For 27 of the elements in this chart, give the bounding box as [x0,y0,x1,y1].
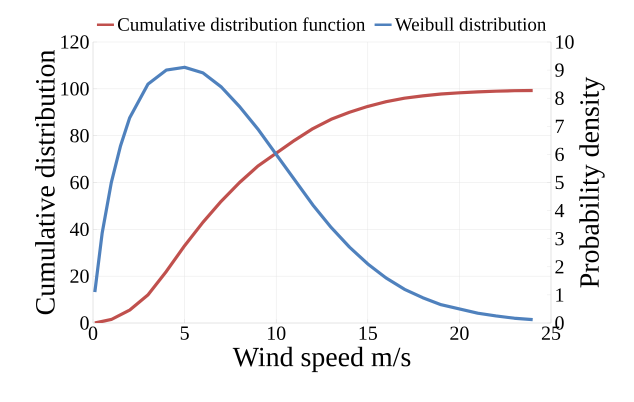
y2-tick-label: 8 [555,91,564,105]
y2-tick-label: 3 [555,232,564,246]
y2-axis-title: Probability density [579,76,605,288]
legend-label: Cumulative distribution function [118,17,366,31]
y-tick-label: 100 [61,82,89,96]
x-tick-label: 5 [180,326,189,340]
y2-tick-label: 7 [556,120,564,133]
y-tick-label: 40 [70,222,89,236]
x-axis-title: Wind speed m/s [232,346,410,372]
legend-label: Weibull distribution [394,17,546,31]
y-axis-title: Cumulative distribution [35,50,55,314]
y2-tick-label: 6 [555,148,564,162]
x-tick-label: 10 [268,326,286,340]
y2-tick-label: 5 [556,176,564,190]
y2-tick-label: 10 [556,35,574,49]
x-tick-label: 0 [88,326,98,340]
x-tick-label: 15 [360,326,377,340]
y2-tick-label: 9 [555,63,564,77]
y-tick-label: 20 [70,269,89,283]
y-tick-label: 80 [70,128,89,142]
y-tick-label: 60 [70,176,89,190]
y2-tick-label: 4 [554,204,564,218]
y2-tick-label: 2 [555,260,564,274]
x-tick-label: 20 [450,326,469,340]
y2-tick-label: 1 [556,288,564,302]
y-tick-label: 0 [80,316,89,330]
y-tick-label: 120 [61,35,89,49]
